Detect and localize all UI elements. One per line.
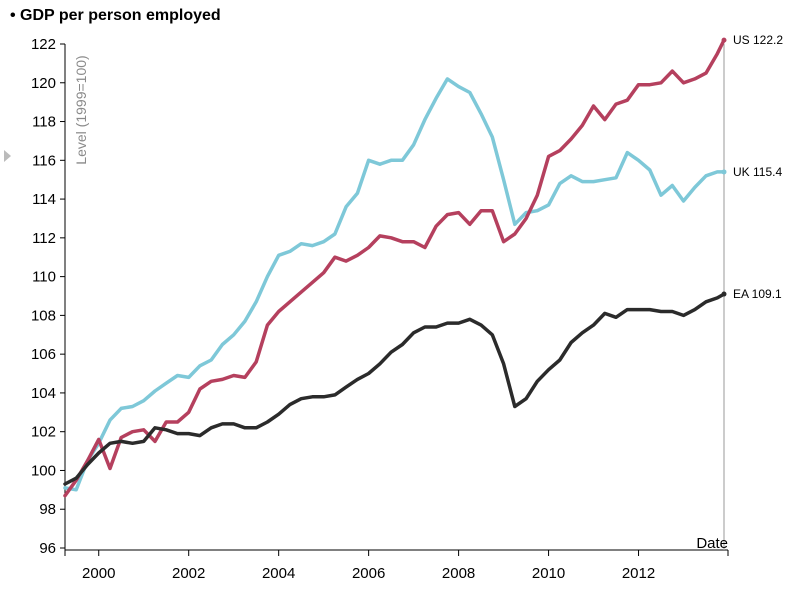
x-tick-label: 2000 <box>82 565 115 582</box>
series-end-point-uk <box>721 169 727 175</box>
series-line-ea <box>63 292 726 486</box>
chart-title: • GDP per person employed <box>10 7 221 24</box>
series-lines <box>63 38 726 498</box>
x-tick-label: 2012 <box>622 565 655 582</box>
x-tick-label: 2002 <box>172 565 205 582</box>
y-tick-label: 102 <box>31 424 56 441</box>
y-axis-title: Level (1999=100) <box>73 55 89 164</box>
series-end-label-us: US 122.2 <box>733 33 783 47</box>
x-tick-label: 2008 <box>442 565 475 582</box>
y-tick-label: 120 <box>31 75 56 92</box>
y-tick-label: 114 <box>32 191 56 208</box>
y-tick-label: 100 <box>31 462 56 479</box>
x-tick-label: 2004 <box>262 565 295 582</box>
series-end-point-ea <box>721 291 727 297</box>
y-tick-label: 108 <box>31 307 56 324</box>
series-end-label-uk: UK 115.4 <box>733 165 782 179</box>
y-tick-label: 98 <box>39 501 56 518</box>
y-tick-label: 118 <box>32 114 56 131</box>
x-tick-label: 2010 <box>532 565 565 582</box>
collapse-arrow-icon[interactable] <box>4 150 11 162</box>
y-tick-label: 110 <box>32 269 56 286</box>
x-tick-label: 2006 <box>352 565 385 582</box>
series-end-point-us <box>721 37 727 43</box>
series-line-us <box>63 38 726 498</box>
y-tick-label: 112 <box>32 230 56 247</box>
y-tick-label: 122 <box>31 36 56 53</box>
y-axis: 96 98 100 102 104 106 108 110 112 114 116 118 120 122 <box>31 36 66 557</box>
end-labels: US 122.2 UK 115.4 EA 109.1 <box>721 33 783 301</box>
y-tick-label: 96 <box>39 540 56 557</box>
y-tick-label: 106 <box>31 346 56 363</box>
y-tick-label: 104 <box>31 385 56 402</box>
series-line-uk <box>63 77 726 492</box>
x-axis: 2000 2002 2004 2006 2008 2010 2012 <box>64 549 729 582</box>
series-end-label-ea: EA 109.1 <box>733 287 782 301</box>
x-axis-title: Date <box>696 535 728 552</box>
y-tick-label: 116 <box>32 152 56 169</box>
